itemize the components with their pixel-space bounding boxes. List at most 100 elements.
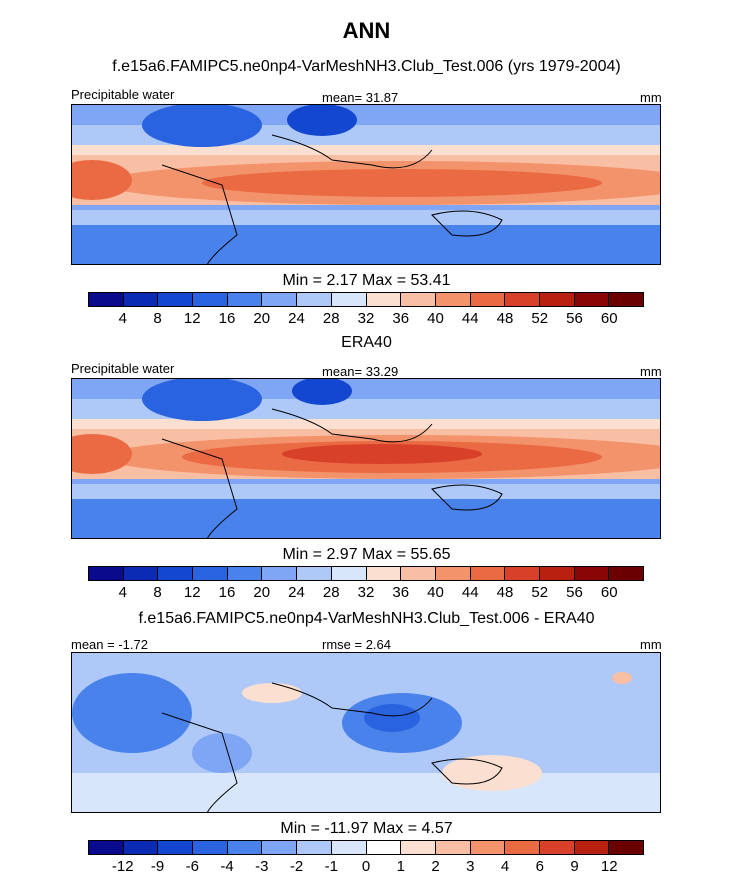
- panel-2-colorbar-swatch: [158, 567, 194, 580]
- panel-2-colorbar-tick: 20: [253, 584, 271, 601]
- panel-3-map: [71, 652, 661, 813]
- panel-2-colorbar-tick: 44: [461, 584, 479, 601]
- panel-2-colorbar-swatch: [366, 567, 402, 580]
- panel-3-title: f.e15a6.FAMIPC5.ne0np4-VarMeshNH3.Club_T…: [138, 610, 595, 627]
- panel-3-colorbar-swatch: [505, 841, 540, 854]
- panel-3-mean-label: mean = -1.72: [71, 637, 148, 652]
- panel-1-map-svg: [72, 105, 660, 264]
- panel-3-colorbar-tick: 4: [500, 858, 510, 875]
- panel-2-colorbar-swatch: [297, 567, 332, 580]
- panel-3-colorbar: [88, 840, 644, 855]
- panel-1-map: [71, 104, 661, 265]
- panel-1-colorbar-tick: 44: [461, 310, 479, 327]
- panel-3-colorbar-tick: 6: [535, 858, 544, 875]
- panel-1-variable-label: Precipitable water: [71, 87, 175, 102]
- panel-1-colorbar-swatch: [331, 293, 367, 306]
- panel-3-colorbar-swatch: [366, 841, 402, 854]
- panel-3-colorbar-tick: 0: [361, 858, 371, 875]
- panel-3-colorbar-swatch: [89, 841, 124, 854]
- panel-1-colorbar-tick: 36: [392, 310, 410, 327]
- panel-3-colorbar-swatch: [470, 841, 506, 854]
- panel-2-colorbar-tick: 40: [427, 584, 444, 601]
- panel-3-colorbar-swatch: [401, 841, 436, 854]
- panel-3-colorbar-tick: -6: [185, 858, 199, 875]
- panel-3-colorbar-swatch: [123, 841, 159, 854]
- panel-1-colorbar-swatch: [574, 293, 610, 306]
- panel-3-colorbar-tick: 2: [431, 858, 440, 875]
- panel-3-colorbar-swatch: [158, 841, 194, 854]
- panel-2-colorbar-tick: 60: [600, 584, 618, 601]
- figure-title: ANN: [342, 18, 391, 43]
- panel-3-colorbar-swatch: [227, 841, 263, 854]
- panel-1-colorbar-swatch: [123, 293, 159, 306]
- panel-1-colorbar-tick: 48: [496, 310, 514, 327]
- panel-2-colorbar-swatch: [505, 567, 540, 580]
- panel-3-colorbar-ticks: -12 -9 -6 -4 -3 -2 -1 0 1 2 3 4 6 9 12: [88, 858, 644, 876]
- panel-3-colorbar-swatch: [262, 841, 298, 854]
- panel-3-colorbar-swatch: [193, 841, 228, 854]
- panel-2-colorbar-tick: 28: [322, 584, 340, 601]
- panel-1-colorbar-tick: 24: [288, 310, 305, 327]
- panel-1-colorbar-swatch: [262, 293, 298, 306]
- panel-3-colorbar-tick: 3: [466, 858, 475, 875]
- panel-3-colorbar-swatch: [574, 841, 610, 854]
- panel-1-colorbar-tick: 20: [253, 310, 271, 327]
- panel-3-minmax: Min = -11.97 Max = 4.57: [280, 820, 453, 837]
- panel-2-colorbar-swatch: [262, 567, 298, 580]
- panel-1-colorbar: [88, 292, 644, 307]
- panel-1-colorbar-tick: 4: [118, 310, 127, 327]
- panel-2-colorbar-tick: 32: [357, 584, 375, 601]
- panel-2-colorbar-swatch: [89, 567, 124, 580]
- panel-3-colorbar-tick: -3: [255, 858, 269, 875]
- panel-2-colorbar-tick: 36: [392, 584, 410, 601]
- panel-1-colorbar-tick: 40: [427, 310, 444, 327]
- panel-2-colorbar-tick: 48: [496, 584, 514, 601]
- panel-3-colorbar-tick: 1: [396, 858, 405, 875]
- panel-1-mean-label: mean= 31.87: [322, 90, 399, 105]
- panel-1-colorbar-swatch: [193, 293, 228, 306]
- panel-1-colorbar-tick: 16: [218, 310, 236, 327]
- panel-1-colorbar-swatch: [297, 293, 332, 306]
- panel-1-colorbar-tick: 32: [357, 310, 375, 327]
- panel-1-minmax: Min = 2.17 Max = 53.41: [282, 272, 451, 289]
- panel-1-colorbar-tick: 60: [600, 310, 618, 327]
- panel-2-colorbar-swatch: [331, 567, 367, 580]
- panel-3-colorbar-tick: -1: [324, 858, 338, 875]
- panel-1-colorbar-swatch: [539, 293, 575, 306]
- panel-3-colorbar-tick: -12: [111, 858, 134, 875]
- panel-2-mean-label: mean= 33.29: [322, 364, 399, 379]
- panel-2-colorbar-tick: 24: [288, 584, 305, 601]
- panel-2-colorbar-swatch: [435, 567, 471, 580]
- panel-1-colorbar-tick: 52: [531, 310, 549, 327]
- panel-3-colorbar-tick: -9: [150, 858, 165, 875]
- panel-1-colorbar-swatch: [505, 293, 540, 306]
- panel-1-colorbar-tick: 56: [566, 310, 583, 327]
- panel-3-rmse-label: rmse = 2.64: [322, 637, 392, 652]
- panel-1-colorbar-swatch: [227, 293, 263, 306]
- panel-2-colorbar-swatch: [193, 567, 228, 580]
- panel-2-colorbar-swatch: [123, 567, 159, 580]
- panel-1-colorbar-tick: 28: [322, 310, 340, 327]
- panel-1-colorbar-tick: 12: [183, 310, 201, 327]
- panel-2-colorbar-tick: 12: [183, 584, 201, 601]
- panel-2-colorbar-ticks: 4 8 12 16 20 24 28 32 36 40 44 48 52 56 60: [88, 584, 644, 602]
- panel-3-units-label: mm: [640, 637, 662, 652]
- panel-1-title: f.e15a6.FAMIPC5.ne0np4-VarMeshNH3.Club_T…: [112, 58, 621, 75]
- panel-2-colorbar-swatch: [401, 567, 436, 580]
- panel-3-colorbar-tick: -2: [289, 858, 304, 875]
- panel-3-colorbar-swatch: [539, 841, 575, 854]
- panel-1-colorbar-swatch: [89, 293, 124, 306]
- panel-2-colorbar-tick: 8: [153, 584, 162, 601]
- panel-3-colorbar-swatch: [331, 841, 367, 854]
- panel-2-colorbar-swatch: [470, 567, 506, 580]
- panel-3-colorbar-swatch: [297, 841, 332, 854]
- panel-2-map: [71, 378, 661, 539]
- panel-3-colorbar-swatch: [609, 841, 643, 854]
- panel-1-colorbar-swatch: [609, 293, 643, 306]
- panel-2-colorbar-tick: 56: [566, 584, 583, 601]
- panel-1-colorbar-swatch: [366, 293, 402, 306]
- panel-2-map-svg: [72, 379, 660, 538]
- panel-2-colorbar: [88, 566, 644, 581]
- panel-2-variable-label: Precipitable water: [71, 361, 175, 376]
- panel-2-colorbar-tick: 4: [118, 584, 127, 601]
